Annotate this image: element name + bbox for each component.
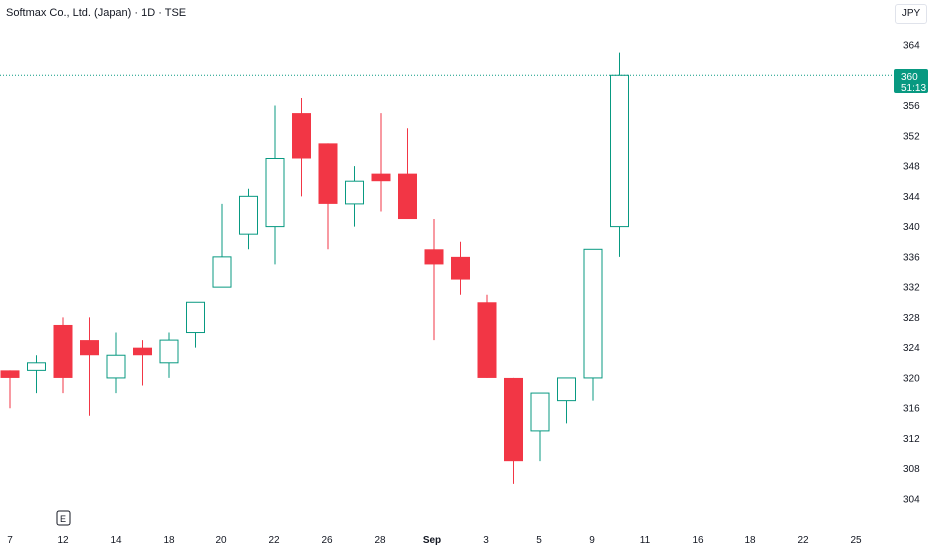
candle-body — [530, 392, 550, 432]
candle-body — [557, 377, 576, 402]
time-tick-label: 28 — [374, 535, 386, 546]
price-tick-label: 356 — [903, 101, 920, 112]
candle-body — [318, 143, 338, 204]
candle — [345, 166, 364, 227]
candle-body — [477, 302, 497, 378]
earnings-event-box[interactable] — [56, 510, 71, 526]
time-tick-label: 20 — [215, 535, 227, 546]
candle — [212, 203, 232, 288]
price-tick-label: 332 — [903, 283, 920, 294]
price-tick-label: 352 — [903, 131, 920, 142]
price-tick-label: 328 — [903, 313, 920, 324]
candle-body — [80, 340, 99, 356]
candle-body — [398, 173, 417, 220]
price-axis[interactable]: 304 308 312 316 320 324 328 332 336 340 344 348 352 3… — [903, 41, 920, 506]
candle-body — [583, 248, 603, 379]
candle — [451, 241, 470, 295]
time-tick-label: 18 — [744, 535, 756, 546]
candle — [477, 294, 497, 378]
candle-body — [451, 256, 470, 280]
time-tick-label: 16 — [692, 535, 704, 546]
candle — [106, 332, 126, 394]
time-tick-label: 11 — [640, 535, 651, 546]
chart-title: Softmax Co., Ltd. (Japan) · 1D · TSE — [6, 7, 187, 19]
candle — [27, 355, 46, 394]
price-tick-label: 324 — [903, 343, 920, 354]
candle — [0, 370, 20, 409]
candle — [159, 332, 179, 378]
last-price-value: 360 — [901, 72, 918, 83]
price-tick-label: 348 — [903, 162, 920, 173]
candle — [557, 377, 576, 424]
candle-body — [53, 324, 73, 378]
price-tick-label: 312 — [903, 434, 920, 445]
price-tick-label: 364 — [903, 41, 920, 52]
bar-countdown: 51:13 — [901, 83, 926, 94]
candle-body — [424, 249, 444, 265]
candle — [186, 301, 205, 348]
candle-body — [186, 301, 205, 334]
price-tick-label: 308 — [903, 464, 920, 475]
time-tick-label: Sep — [423, 535, 441, 546]
time-tick-label: 7 — [7, 535, 13, 546]
earnings-event-marker[interactable]: E — [56, 510, 71, 526]
candle-body — [27, 362, 46, 371]
candle — [424, 219, 444, 341]
candle — [398, 128, 417, 220]
price-tick-label: 304 — [903, 495, 920, 506]
candles-layer — [0, 52, 629, 484]
candle — [504, 377, 523, 484]
time-tick-label: 12 — [57, 535, 69, 546]
candle-body — [265, 158, 285, 228]
candle — [80, 317, 99, 416]
candle-body — [239, 195, 258, 235]
candle-body — [159, 339, 179, 364]
candle-body — [0, 370, 20, 378]
last-price-badge: 360 51:13 — [894, 69, 928, 94]
candle — [292, 97, 311, 197]
candle — [265, 105, 285, 265]
candle — [610, 52, 629, 257]
price-tick-label: 320 — [903, 373, 920, 384]
time-tick-label: 14 — [110, 535, 122, 546]
candle — [583, 248, 603, 401]
candle-body — [292, 113, 311, 159]
time-tick-label: 3 — [483, 535, 489, 546]
time-tick-label: 22 — [268, 535, 280, 546]
candle-body — [371, 173, 391, 182]
last-price-badge-bg — [894, 69, 928, 93]
candle-body — [345, 180, 364, 205]
price-tick-label: 340 — [903, 222, 920, 233]
earnings-event-label: E — [60, 514, 66, 524]
candle-body — [610, 74, 629, 228]
candle — [318, 143, 338, 250]
candle — [530, 392, 550, 462]
currency-button[interactable]: JPY — [895, 4, 927, 24]
time-tick-label: 9 — [589, 535, 595, 546]
candle — [53, 317, 73, 394]
candle — [371, 113, 391, 212]
time-tick-label: 26 — [321, 535, 333, 546]
time-tick-label: 5 — [536, 535, 542, 546]
price-tick-label: 336 — [903, 252, 920, 263]
price-tick-label: 316 — [903, 404, 920, 415]
candle-body — [212, 256, 232, 288]
candle-body — [504, 377, 523, 462]
time-tick-label: 22 — [797, 535, 809, 546]
candle — [239, 188, 258, 250]
candle — [133, 340, 152, 386]
time-tick-label: 18 — [163, 535, 175, 546]
price-tick-label: 344 — [903, 192, 920, 203]
candle-body — [133, 347, 152, 356]
candle-body — [106, 354, 126, 379]
time-axis[interactable]: 7 12 14 18 20 22 26 28 Sep 3 5 9 11 16 18 22 25 — [7, 535, 862, 546]
time-tick-label: 25 — [850, 535, 862, 546]
